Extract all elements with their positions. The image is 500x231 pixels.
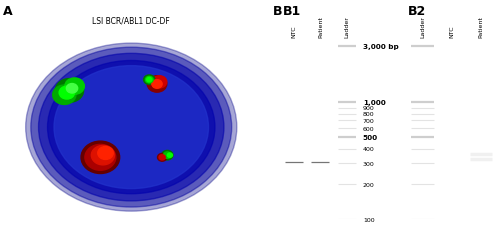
Circle shape	[164, 152, 171, 159]
Circle shape	[168, 153, 172, 158]
Text: B1: B1	[282, 5, 301, 18]
Circle shape	[65, 79, 84, 95]
Text: Ladder: Ladder	[344, 16, 350, 37]
Text: NTC: NTC	[450, 25, 454, 37]
Text: Patient: Patient	[478, 16, 484, 37]
Circle shape	[162, 151, 173, 160]
Circle shape	[146, 78, 152, 82]
Circle shape	[146, 77, 153, 84]
Text: Patient: Patient	[318, 16, 323, 37]
Circle shape	[159, 155, 165, 160]
Circle shape	[144, 76, 155, 85]
Circle shape	[158, 154, 167, 161]
Circle shape	[66, 84, 78, 94]
Text: B: B	[272, 5, 282, 18]
Text: 3,000 bp: 3,000 bp	[363, 44, 398, 50]
Circle shape	[85, 145, 116, 170]
Text: Ladder: Ladder	[420, 16, 425, 37]
Text: 300: 300	[363, 161, 374, 166]
Circle shape	[152, 76, 167, 88]
Text: 200: 200	[363, 182, 374, 187]
Text: 1,000: 1,000	[363, 100, 386, 106]
Circle shape	[56, 79, 84, 103]
Circle shape	[152, 80, 162, 89]
Circle shape	[147, 76, 167, 93]
Circle shape	[81, 142, 120, 174]
Ellipse shape	[26, 44, 237, 211]
Text: 700: 700	[363, 118, 374, 123]
Text: A: A	[2, 5, 12, 18]
Circle shape	[98, 147, 113, 160]
Text: LSI BCR/ABL1 DC-DF: LSI BCR/ABL1 DC-DF	[92, 17, 170, 26]
Text: 900: 900	[363, 106, 374, 111]
Text: 400: 400	[363, 147, 374, 152]
Ellipse shape	[31, 48, 232, 207]
Ellipse shape	[48, 61, 215, 194]
Text: 100: 100	[363, 217, 374, 222]
Circle shape	[92, 146, 114, 165]
Text: NTC: NTC	[292, 25, 296, 37]
Text: B2: B2	[408, 5, 426, 18]
Text: 500: 500	[363, 135, 378, 141]
Ellipse shape	[38, 54, 224, 201]
Ellipse shape	[54, 66, 208, 189]
Circle shape	[52, 86, 76, 105]
Text: 800: 800	[363, 112, 374, 117]
Text: 600: 600	[363, 126, 374, 131]
Circle shape	[59, 87, 74, 100]
